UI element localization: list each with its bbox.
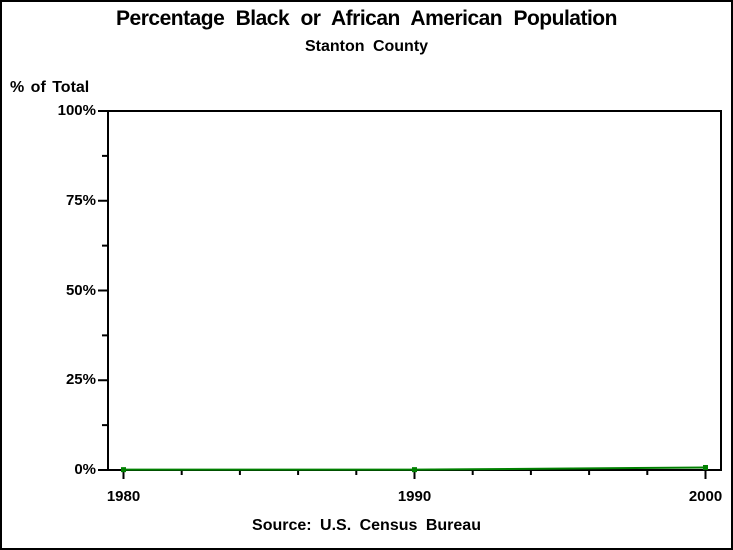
x-tick-label: 2000	[688, 488, 723, 505]
chart-title: Percentage Black or African American Pop…	[116, 7, 617, 30]
data-point-marker	[121, 467, 126, 473]
x-tick-label: 1990	[397, 488, 432, 505]
data-point-marker	[703, 464, 708, 470]
y-axis-caption: % of Total	[10, 79, 90, 96]
chart-subtitle: Stanton County	[304, 38, 429, 55]
data-point-marker	[412, 467, 417, 473]
source-footnote: Source: U.S. Census Bureau	[252, 517, 481, 534]
x-tick-label: 1980	[106, 488, 141, 505]
y-tick-label: 50%	[65, 281, 96, 299]
y-tick-label: 100%	[57, 102, 96, 119]
y-tick-label: 0%	[74, 461, 96, 478]
y-tick-label: 25%	[65, 371, 96, 389]
y-tick-label: 75%	[65, 191, 96, 209]
